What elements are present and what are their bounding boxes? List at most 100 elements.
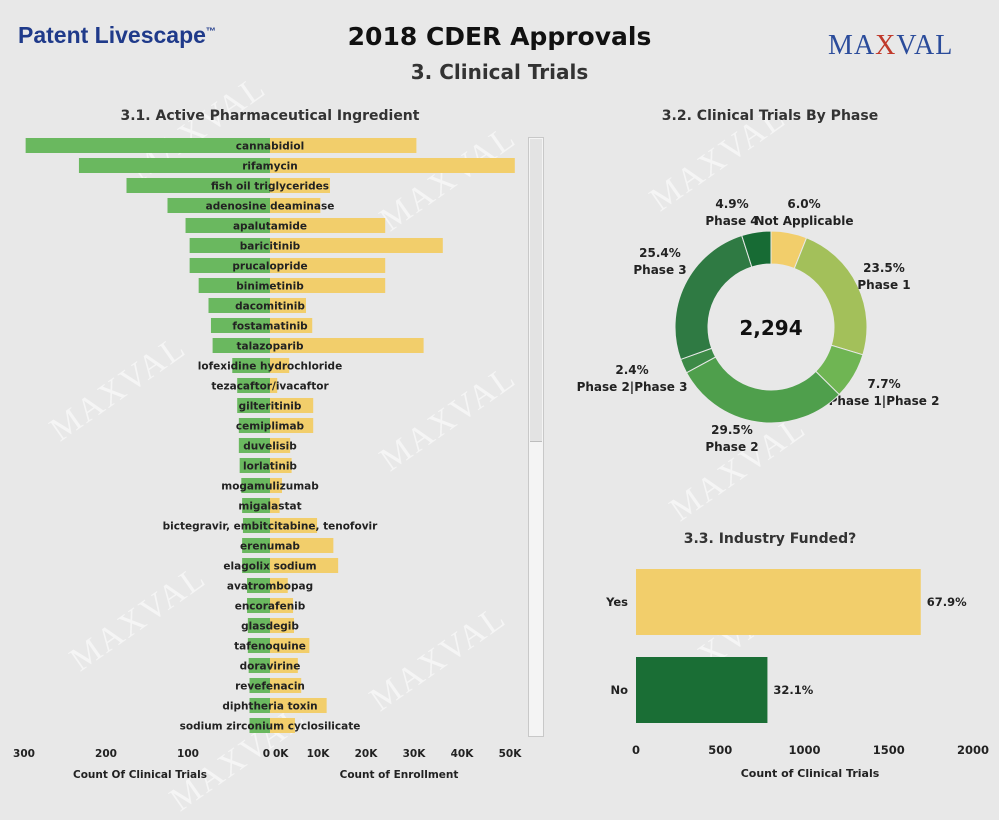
left-axis-title: Count Of Clinical Trials [73, 769, 207, 781]
enrollment-bar [270, 638, 310, 653]
ingredient-label: baricitinib [240, 241, 301, 253]
trial-count-bar [208, 298, 270, 313]
industry-funded-bar-chart: Yes 67.9% No 32.1% 0 500 1000 1500 2000 Count of … [605, 569, 989, 780]
ingredient-label: encorafenib [235, 601, 306, 613]
enrollment-bar [270, 538, 334, 553]
trial-count-bar [238, 438, 270, 453]
slice-percent-label: 4.9% [715, 197, 748, 211]
right-axis-tick: 50K [499, 748, 523, 760]
trial-count-bar [249, 718, 270, 733]
slice-percent-label: 25.4% [639, 246, 681, 260]
ingredient-label: talazoparib [236, 341, 303, 353]
enrollment-bar [270, 478, 282, 493]
phase-chart-title: 3.2. Clinical Trials By Phase [661, 108, 879, 124]
ingredient-label: revefenacin [235, 681, 305, 693]
trial-count-bar [238, 418, 270, 433]
scrollbar-track[interactable] [528, 137, 544, 737]
donut-slice [741, 230, 772, 268]
brand-right-part-b: VAL [896, 30, 954, 61]
trial-count-bar [249, 678, 270, 693]
trial-count-bar [198, 278, 270, 293]
ingredient-label: tezacaftor/ivacaftor [211, 381, 329, 393]
ingredient-label: mogamulizumab [221, 481, 319, 493]
ingredient-label: dacomitinib [235, 301, 305, 313]
ingredient-label: cannabidiol [236, 141, 304, 153]
trial-count-bar [249, 698, 270, 713]
donut-center-total: 2,294 [739, 316, 802, 340]
ingredient-label: erenumab [240, 541, 300, 553]
right-axis-tick: 20K [355, 748, 379, 760]
funded-bar [636, 657, 768, 723]
ingredient-label: migalastat [238, 501, 301, 513]
brand-logo-right: MAXVAL [828, 30, 953, 62]
enrollment-bar [270, 378, 278, 393]
enrollment-bar [270, 438, 291, 453]
enrollment-bar [270, 218, 386, 233]
ingredient-label: bictegravir, embitcitabine, tenofovir [163, 521, 379, 533]
enrollment-bar [270, 518, 318, 533]
scrollbar-thumb[interactable] [530, 139, 542, 442]
api-chart-title: 3.1. Active Pharmaceutical Ingredient [120, 108, 420, 124]
trial-count-bar [247, 638, 270, 653]
ingredient-label: fish oil triglycerides [211, 181, 329, 193]
slice-name-label: Phase 1|Phase 2 [829, 394, 940, 408]
donut-slice [674, 234, 753, 361]
right-axis-title: Count of Enrollment [340, 769, 459, 781]
ingredient-label: glasdegib [241, 621, 299, 633]
trial-count-bar [78, 158, 270, 173]
trial-count-bar [210, 318, 270, 333]
ingredient-label: duvelisib [243, 441, 297, 453]
enrollment-bar [270, 238, 443, 253]
trial-count-bar [25, 138, 270, 153]
ingredient-label: tafenoquine [234, 641, 306, 653]
trial-count-bar [247, 598, 270, 613]
trial-count-bar [189, 238, 270, 253]
phase-donut-chart: 6.0% Not Applicable 23.5% Phase 1 7.7% Phase … [577, 197, 940, 454]
brand-right-x: X [875, 30, 897, 61]
enrollment-bar [270, 318, 313, 333]
right-axis-tick: 10K [307, 748, 331, 760]
enrollment-bar [270, 298, 306, 313]
funded-value-label: 67.9% [927, 595, 967, 609]
enrollment-bar [270, 678, 302, 693]
slice-percent-label: 29.5% [711, 423, 753, 437]
slice-percent-label: 2.4% [615, 363, 648, 377]
enrollment-bar [270, 198, 321, 213]
ingredient-label: gilteritinib [239, 401, 302, 413]
slice-name-label: Phase 1 [857, 278, 910, 292]
slice-name-label: Phase 2 [705, 440, 758, 454]
trial-count-bar [126, 178, 270, 193]
trial-count-bar [247, 578, 270, 593]
right-axis-tick: 0K [273, 748, 289, 760]
trial-count-bar [242, 498, 270, 513]
funded-axis-title: Count of Clinical Trials [741, 767, 880, 780]
ingredient-label: diphtheria toxin [222, 701, 317, 713]
page-subtitle: 3. Clinical Trials [410, 60, 589, 84]
trial-count-bar [185, 218, 270, 233]
brand-right-part-a: MA [828, 30, 876, 61]
slice-percent-label: 6.0% [787, 197, 820, 211]
slice-percent-label: 23.5% [863, 261, 905, 275]
ingredient-label: avatrombopag [227, 581, 313, 593]
funded-category-label: Yes [605, 595, 628, 609]
enrollment-bar [270, 658, 298, 673]
ingredient-label: lofexidine hydrochloride [198, 361, 342, 373]
left-axis-tick: 200 [95, 748, 117, 760]
funded-bar [636, 569, 921, 635]
right-axis-tick: 30K [403, 748, 427, 760]
trial-count-bar [167, 198, 270, 213]
brand-logo-left: Patent Livescape™ [18, 22, 216, 49]
enrollment-bar [270, 278, 386, 293]
slice-percent-label: 7.7% [867, 377, 900, 391]
funded-chart-title: 3.3. Industry Funded? [683, 531, 857, 547]
donut-slice [793, 237, 868, 356]
trial-count-bar [232, 358, 270, 373]
trial-count-bar [242, 538, 270, 553]
left-axis-tick: 0 [263, 748, 270, 760]
enrollment-bar [270, 158, 515, 173]
slice-name-label: Not Applicable [755, 214, 854, 228]
ingredient-label: prucalopride [232, 261, 307, 273]
ingredient-label: cemiplimab [236, 421, 305, 433]
trial-count-bar [247, 618, 270, 633]
enrollment-bar [270, 578, 288, 593]
